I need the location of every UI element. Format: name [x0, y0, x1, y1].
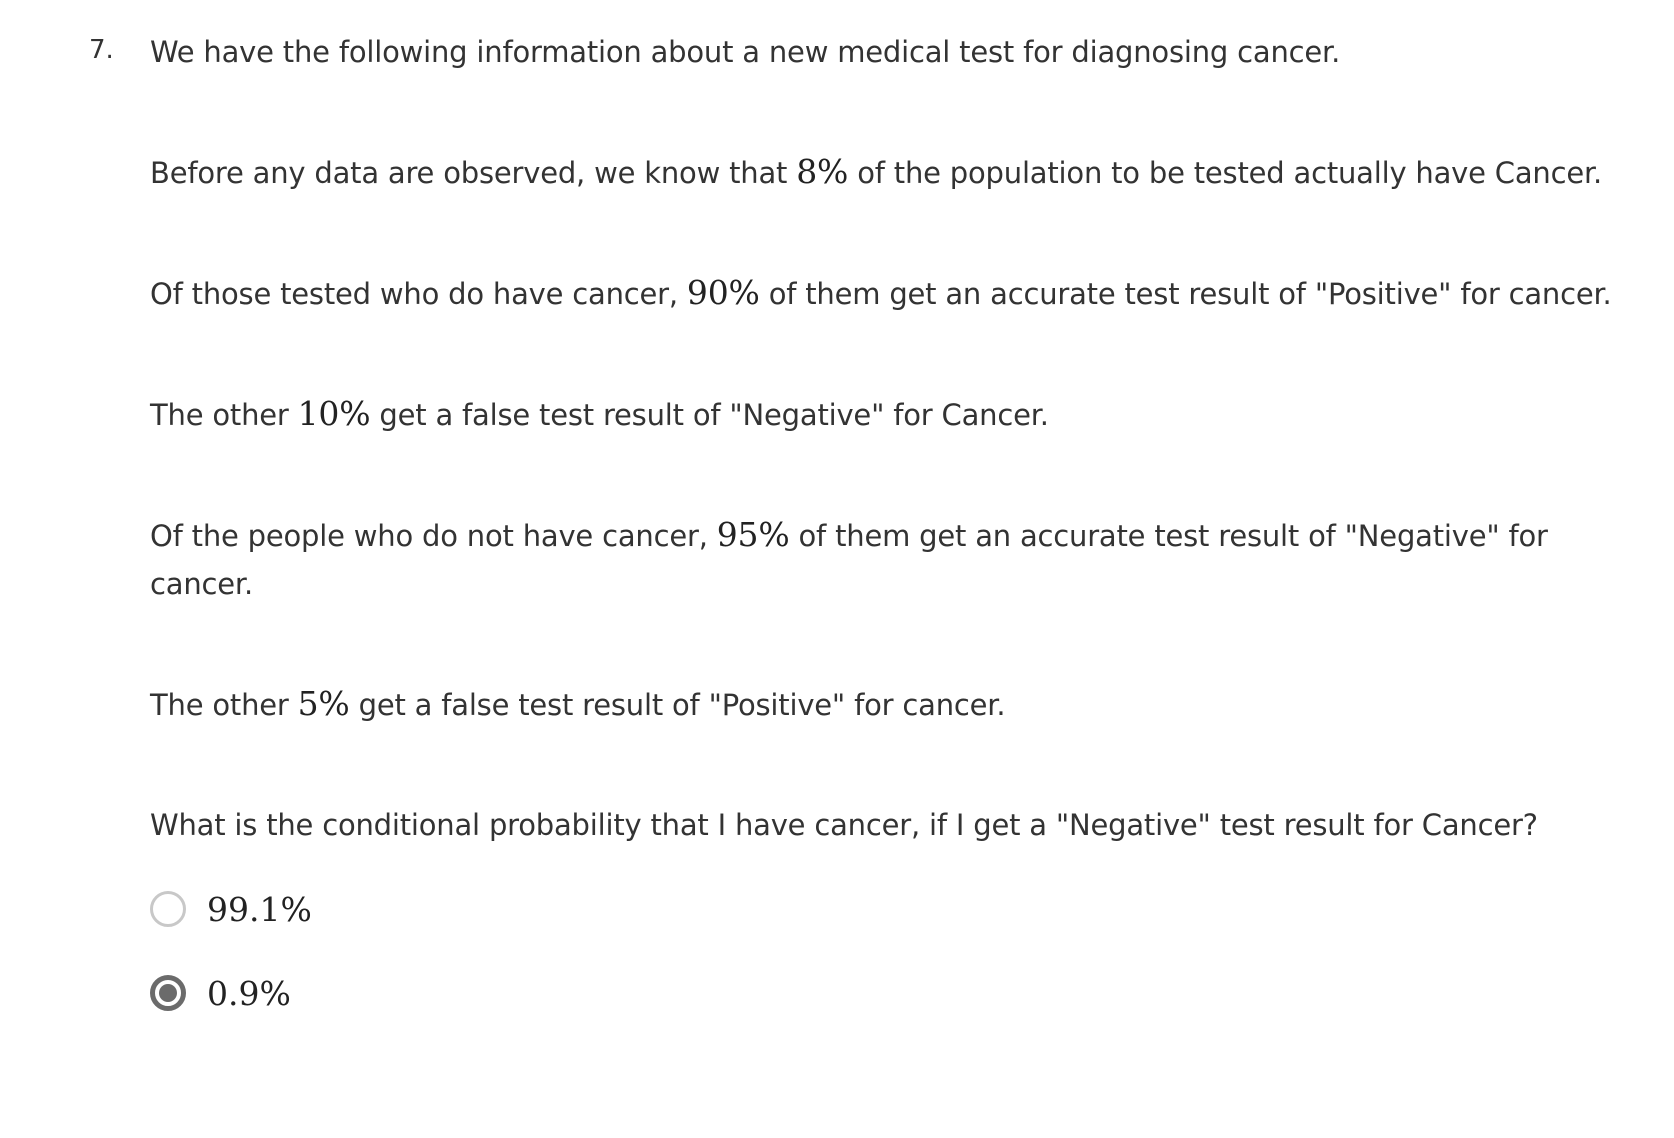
prior-text-after: of the population to be tested actually …	[848, 156, 1603, 190]
false-positive-value: 5%	[297, 684, 350, 723]
answer-option-label-1: 99.1%	[207, 889, 312, 929]
specificity-text-after: of them get an accurate test result of "…	[150, 519, 1548, 601]
answer-options: 99.1% 0.9%	[150, 867, 1650, 1035]
specificity-text-before: Of the people who do not have cancer,	[150, 519, 717, 553]
radio-button-2[interactable]	[150, 975, 186, 1011]
question-prompt: What is the conditional probability that…	[150, 808, 1538, 842]
question-number: 7.	[89, 35, 114, 65]
radio-button-1[interactable]	[150, 891, 186, 927]
sensitivity-text-before: Of those tested who do have cancer,	[150, 277, 687, 311]
false-positive-text-after: get a false test result of "Positive" fo…	[349, 688, 1006, 722]
prior-value: 8%	[796, 152, 849, 191]
false-negative-text-after: get a false test result of "Negative" fo…	[370, 398, 1049, 432]
sensitivity-value: 90%	[686, 273, 760, 312]
answer-option-label-2: 0.9%	[207, 973, 291, 1013]
prior-statement: Before any data are observed, we know th…	[150, 148, 1650, 197]
false-negative-statement: The other 10% get a false test result of…	[150, 390, 1650, 439]
false-negative-value: 10%	[297, 394, 371, 433]
answer-option-2[interactable]: 0.9%	[150, 951, 1650, 1035]
false-negative-text-before: The other	[150, 398, 298, 432]
false-positive-statement: The other 5% get a false test result of …	[150, 680, 1650, 729]
specificity-value: 95%	[716, 515, 790, 554]
answer-option-1[interactable]: 99.1%	[150, 867, 1650, 951]
specificity-statement: Of the people who do not have cancer, 95…	[150, 511, 1650, 608]
prior-text-before: Before any data are observed, we know th…	[150, 156, 797, 190]
sensitivity-statement: Of those tested who do have cancer, 90% …	[150, 269, 1650, 318]
question-intro: We have the following information about …	[150, 35, 1341, 69]
question-body: We have the following information about …	[150, 28, 1650, 1035]
sensitivity-text-after: of them get an accurate test result of "…	[759, 277, 1612, 311]
false-positive-text-before: The other	[150, 688, 298, 722]
